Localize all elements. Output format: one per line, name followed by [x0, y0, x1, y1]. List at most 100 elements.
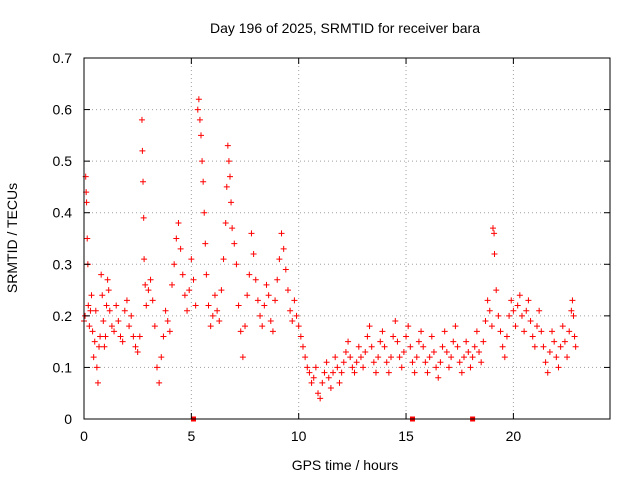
- data-point: [145, 287, 152, 294]
- data-point: [364, 333, 371, 340]
- data-point: [306, 369, 313, 376]
- data-point: [319, 379, 326, 386]
- y-axis-title: SRMTID / TECUs: [4, 183, 20, 293]
- data-point: [140, 214, 147, 221]
- data-point: [132, 343, 139, 350]
- data-point: [508, 297, 515, 304]
- data-point: [544, 369, 551, 376]
- data-point: [265, 292, 272, 299]
- data-point: [134, 348, 141, 355]
- data-point: [93, 364, 100, 371]
- data-point: [254, 297, 261, 304]
- data-point: [424, 369, 431, 376]
- data-point: [351, 369, 358, 376]
- data-point: [222, 220, 229, 227]
- data-point: [225, 158, 232, 165]
- data-point: [426, 354, 433, 361]
- y-tick-label: 0.7: [53, 50, 73, 66]
- data-point: [499, 343, 506, 350]
- y-tick-label: 0.5: [53, 153, 73, 169]
- data-point: [413, 354, 420, 361]
- data-point: [521, 328, 528, 335]
- data-point: [527, 318, 534, 325]
- data-point: [166, 328, 173, 335]
- data-point: [332, 354, 339, 361]
- data-point: [518, 312, 525, 319]
- x-axis-title: GPS time / hours: [292, 457, 399, 473]
- data-point: [529, 333, 536, 340]
- data-point: [317, 395, 324, 402]
- data-point: [488, 323, 495, 330]
- data-point: [330, 369, 337, 376]
- data-point: [325, 374, 332, 381]
- data-point: [188, 256, 195, 263]
- data-point: [86, 323, 93, 330]
- data-point: [96, 343, 103, 350]
- data-point: [308, 379, 315, 386]
- data-point: [381, 343, 388, 350]
- data-point: [458, 369, 465, 376]
- data-point: [115, 318, 122, 325]
- data-point: [379, 328, 386, 335]
- data-point: [390, 333, 397, 340]
- data-point: [564, 354, 571, 361]
- data-point: [87, 307, 94, 314]
- data-point: [117, 333, 124, 340]
- data-point: [360, 364, 367, 371]
- data-point: [372, 369, 379, 376]
- data-point: [312, 364, 319, 371]
- data-point: [435, 374, 442, 381]
- data-point: [141, 256, 148, 263]
- data-point: [340, 359, 347, 366]
- data-point: [111, 328, 118, 335]
- data-point: [428, 333, 435, 340]
- data-point: [551, 338, 558, 345]
- y-tick-label: 0.3: [53, 256, 73, 272]
- data-point: [278, 230, 285, 237]
- data-point: [199, 158, 206, 165]
- data-point: [549, 328, 556, 335]
- data-point: [480, 338, 487, 345]
- data-point: [244, 292, 251, 299]
- data-point: [177, 245, 184, 252]
- data-point: [469, 354, 476, 361]
- data-point: [467, 364, 474, 371]
- data-point: [202, 240, 209, 247]
- data-point: [510, 307, 517, 314]
- data-point: [448, 354, 455, 361]
- data-point: [200, 178, 207, 185]
- data-point: [228, 199, 235, 206]
- tick-layer: 0 0.1 0.2 0.3 0.4 0.5 0.6 0.7 0 5 10 15 20: [53, 50, 610, 444]
- data-point: [205, 302, 212, 309]
- data-point: [362, 348, 369, 355]
- x-tick-label: 10: [291, 428, 307, 444]
- data-point: [128, 312, 135, 319]
- data-point: [88, 292, 95, 299]
- x-tick-label: 15: [398, 428, 414, 444]
- data-point: [523, 307, 530, 314]
- data-point: [407, 343, 414, 350]
- data-point: [375, 354, 382, 361]
- data-point: [102, 333, 109, 340]
- data-point: [261, 302, 268, 309]
- data-point: [181, 292, 188, 299]
- data-point: [190, 276, 197, 283]
- data-point: [501, 354, 508, 361]
- data-point: [259, 323, 266, 330]
- data-point: [263, 281, 270, 288]
- data-point: [559, 323, 566, 330]
- data-point: [239, 354, 246, 361]
- data-point: [143, 302, 150, 309]
- data-point: [572, 343, 579, 350]
- y-tick-label: 0.6: [53, 102, 73, 118]
- data-point: [366, 323, 373, 330]
- y-tick-label: 0.4: [53, 205, 73, 221]
- data-point: [280, 245, 287, 252]
- data-point: [388, 354, 395, 361]
- data-point: [162, 307, 169, 314]
- data-point: [136, 333, 143, 340]
- data-point: [398, 364, 405, 371]
